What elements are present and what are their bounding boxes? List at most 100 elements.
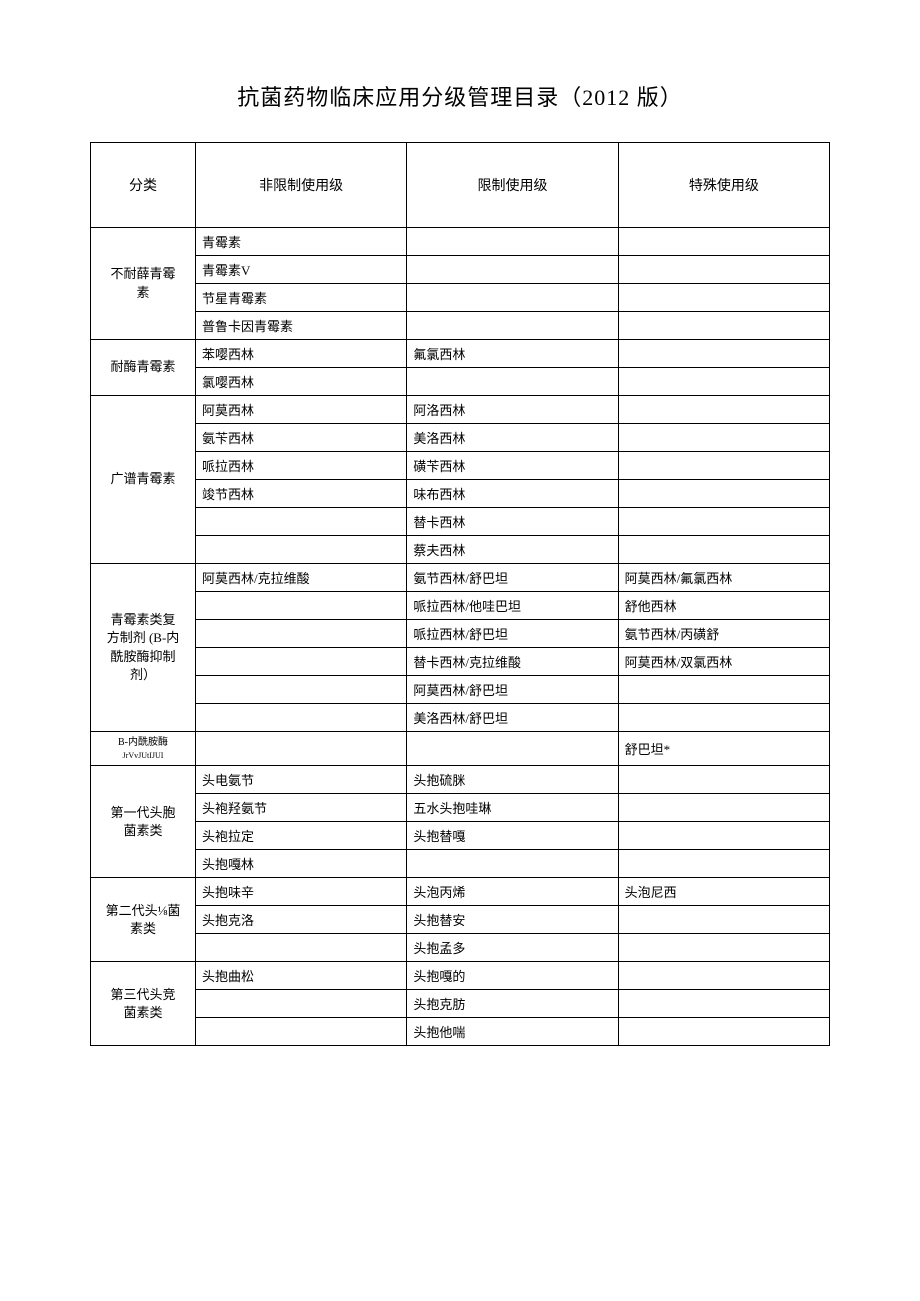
cell-unrestricted: 头抱曲松 [196, 962, 407, 990]
cell-restricted: 氟氯西林 [407, 340, 618, 368]
header-category: 分类 [91, 143, 196, 228]
cell-restricted [407, 368, 618, 396]
category-cell: 青霉素类复方制剂 (B-内酰胺酶抑制剂） [91, 564, 196, 732]
cell-special: 头泡尼西 [618, 878, 829, 906]
cell-unrestricted: 竣节西林 [196, 480, 407, 508]
cell-unrestricted: 阿莫西林 [196, 396, 407, 424]
table-row: B-内酰胺酶JrVvJUtIJUI舒巴坦* [91, 732, 830, 766]
cell-special [618, 822, 829, 850]
cell-restricted: 蔡夫西林 [407, 536, 618, 564]
cell-special [618, 850, 829, 878]
cell-unrestricted: 头抱嘎林 [196, 850, 407, 878]
cell-special [618, 766, 829, 794]
cell-restricted: 头抱替嘎 [407, 822, 618, 850]
cell-unrestricted: 头袍拉定 [196, 822, 407, 850]
category-cell: 广谱青霉素 [91, 396, 196, 564]
cell-unrestricted: 头袍羟氨节 [196, 794, 407, 822]
table-row: 头袍拉定头抱替嘎 [91, 822, 830, 850]
cell-unrestricted: 苯嘤西林 [196, 340, 407, 368]
cell-special [618, 368, 829, 396]
cell-restricted: 阿莫西林/舒巴坦 [407, 676, 618, 704]
table-row: 美洛西林/舒巴坦 [91, 704, 830, 732]
cell-restricted [407, 312, 618, 340]
table-row: 竣节西林味布西林 [91, 480, 830, 508]
cell-special [618, 284, 829, 312]
table-row: 头抱嘎林 [91, 850, 830, 878]
table-row: 节星青霉素 [91, 284, 830, 312]
cell-unrestricted [196, 990, 407, 1018]
cell-special [618, 676, 829, 704]
cell-restricted [407, 850, 618, 878]
cell-restricted: 头泡丙烯 [407, 878, 618, 906]
table-row: 第二代头⅛菌素类头抱味辛头泡丙烯头泡尼西 [91, 878, 830, 906]
table-header-row: 分类 非限制使用级 限制使用级 特殊使用级 [91, 143, 830, 228]
cell-unrestricted: 氨苄西林 [196, 424, 407, 452]
cell-unrestricted: 阿莫西林/克拉维酸 [196, 564, 407, 592]
category-cell: 第一代头胞菌素类 [91, 766, 196, 878]
cell-special: 舒巴坦* [618, 732, 829, 766]
cell-unrestricted: 头抱味辛 [196, 878, 407, 906]
cell-restricted: 哌拉西林/他哇巴坦 [407, 592, 618, 620]
table-row: 青霉素V [91, 256, 830, 284]
cell-unrestricted [196, 620, 407, 648]
table-row: 替卡西林 [91, 508, 830, 536]
cell-unrestricted: 节星青霉素 [196, 284, 407, 312]
cell-special [618, 990, 829, 1018]
cell-special [618, 906, 829, 934]
cell-special [618, 1018, 829, 1046]
cell-restricted: 头抱孟多 [407, 934, 618, 962]
header-special: 特殊使用级 [618, 143, 829, 228]
cell-special [618, 424, 829, 452]
cell-special [618, 508, 829, 536]
cell-unrestricted [196, 508, 407, 536]
cell-unrestricted: 头抱克洛 [196, 906, 407, 934]
cell-special: 阿莫西林/氟氯西林 [618, 564, 829, 592]
cell-unrestricted: 青霉素V [196, 256, 407, 284]
cell-unrestricted: 青霉素 [196, 228, 407, 256]
cell-special [618, 704, 829, 732]
cell-unrestricted: 哌拉西林 [196, 452, 407, 480]
table-row: 头抱他喘 [91, 1018, 830, 1046]
table-row: 氯嘤西林 [91, 368, 830, 396]
table-row: 头袍羟氨节五水头抱哇琳 [91, 794, 830, 822]
table-row: 青霉素类复方制剂 (B-内酰胺酶抑制剂）阿莫西林/克拉维酸氨节西林/舒巴坦阿莫西… [91, 564, 830, 592]
table-row: 阿莫西林/舒巴坦 [91, 676, 830, 704]
table-row: 第三代头竞菌素类头抱曲松头抱嘎的 [91, 962, 830, 990]
cell-special [618, 536, 829, 564]
cell-special [618, 396, 829, 424]
cell-unrestricted [196, 732, 407, 766]
header-unrestricted: 非限制使用级 [196, 143, 407, 228]
cell-unrestricted [196, 592, 407, 620]
cell-special [618, 312, 829, 340]
table-row: 头抱克洛头抱替安 [91, 906, 830, 934]
cell-special [618, 962, 829, 990]
category-cell: 第二代头⅛菌素类 [91, 878, 196, 962]
cell-restricted: 头抱克肪 [407, 990, 618, 1018]
table-row: 普鲁卡因青霉素 [91, 312, 830, 340]
cell-restricted [407, 256, 618, 284]
cell-restricted: 美洛西林 [407, 424, 618, 452]
cell-restricted: 头抱他喘 [407, 1018, 618, 1046]
cell-special: 阿莫西林/双氯西林 [618, 648, 829, 676]
cell-special: 舒他西林 [618, 592, 829, 620]
cell-unrestricted: 头电氨节 [196, 766, 407, 794]
cell-special: 氨节西林/丙磺舒 [618, 620, 829, 648]
table-row: 耐酶青霉素苯嘤西林氟氯西林 [91, 340, 830, 368]
cell-special [618, 480, 829, 508]
cell-restricted [407, 228, 618, 256]
table-row: 不耐薛青霉素青霉素 [91, 228, 830, 256]
table-row: 哌拉西林磺苄西林 [91, 452, 830, 480]
table-row: 氨苄西林美洛西林 [91, 424, 830, 452]
cell-special [618, 256, 829, 284]
table-row: 哌拉西林/舒巴坦氨节西林/丙磺舒 [91, 620, 830, 648]
antibiotic-table: 分类 非限制使用级 限制使用级 特殊使用级 不耐薛青霉素青霉素青霉素V节星青霉素… [90, 142, 830, 1046]
cell-unrestricted [196, 934, 407, 962]
table-row: 头抱孟多 [91, 934, 830, 962]
cell-special [618, 794, 829, 822]
cell-restricted: 美洛西林/舒巴坦 [407, 704, 618, 732]
table-row: 替卡西林/克拉维酸阿莫西林/双氯西林 [91, 648, 830, 676]
cell-special [618, 452, 829, 480]
cell-special [618, 934, 829, 962]
cell-restricted: 阿洛西林 [407, 396, 618, 424]
table-row: 头抱克肪 [91, 990, 830, 1018]
